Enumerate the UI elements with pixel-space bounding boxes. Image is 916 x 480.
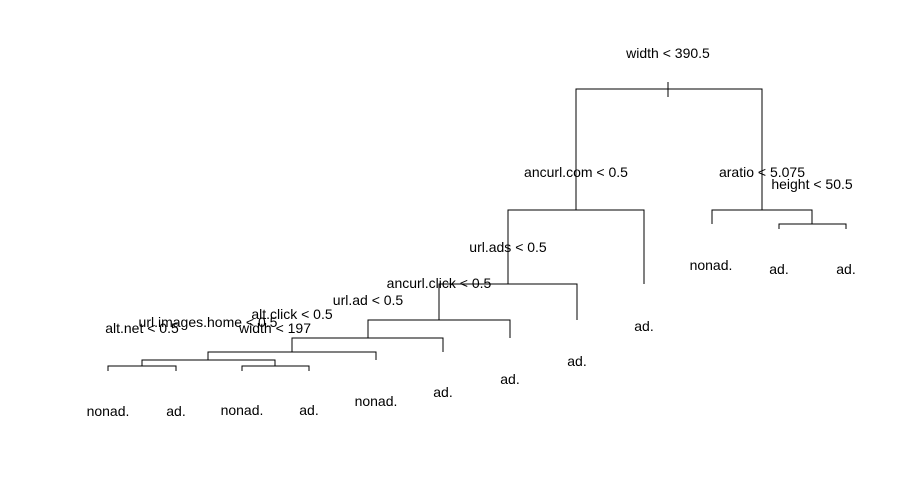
branch-ancurl-com <box>507 209 645 284</box>
tree-branches <box>107 82 847 371</box>
branch-url-ad <box>291 337 444 352</box>
split-label-aratio: aratio < 5.075 <box>719 164 805 180</box>
branch-url-images-home <box>141 359 276 366</box>
split-label-url-ads: url.ads < 0.5 <box>469 239 547 255</box>
split-label-height: height < 50.5 <box>771 176 853 192</box>
leaf-label: nonad. <box>690 257 733 273</box>
leaf-label: nonad. <box>355 393 398 409</box>
leaf-label: ad. <box>299 402 318 418</box>
branch-ancurl-click <box>367 319 511 338</box>
split-labels: width < 390.5 ancurl.com < 0.5 aratio < … <box>105 45 853 336</box>
leaf-label: ad. <box>769 261 788 277</box>
leaf-label: ad. <box>567 353 586 369</box>
branch-root <box>575 88 763 210</box>
branch-aratio <box>711 209 813 224</box>
leaf-label: nonad. <box>87 403 130 419</box>
split-label-alt-click: alt.click < 0.5 <box>251 306 333 322</box>
split-label-ancurl-com: ancurl.com < 0.5 <box>524 164 628 180</box>
leaf-label: ad. <box>634 318 653 334</box>
split-label-alt-net: alt.net < 0.5 <box>105 320 179 336</box>
leaf-label: ad. <box>836 261 855 277</box>
split-label-url-images-home: url.images.home < 0.5 <box>139 314 278 330</box>
leaf-label: ad. <box>500 371 519 387</box>
split-label-url-ad: url.ad < 0.5 <box>333 292 404 308</box>
split-label-ancurl-click: ancurl.click < 0.5 <box>387 275 492 291</box>
leaf-labels: nonad. ad. nonad. ad. nonad. ad. ad. ad.… <box>87 257 856 419</box>
split-label-width-197: width < 197 <box>238 320 311 336</box>
leaf-label: nonad. <box>221 402 264 418</box>
branch-width-197 <box>241 365 310 371</box>
branch-alt-net <box>107 365 177 371</box>
leaf-label: ad. <box>166 403 185 419</box>
split-label-root: width < 390.5 <box>625 45 710 61</box>
leaf-label: ad. <box>433 384 452 400</box>
branch-url-ads <box>438 283 578 320</box>
branch-height <box>778 223 847 229</box>
branch-alt-click <box>207 351 377 360</box>
